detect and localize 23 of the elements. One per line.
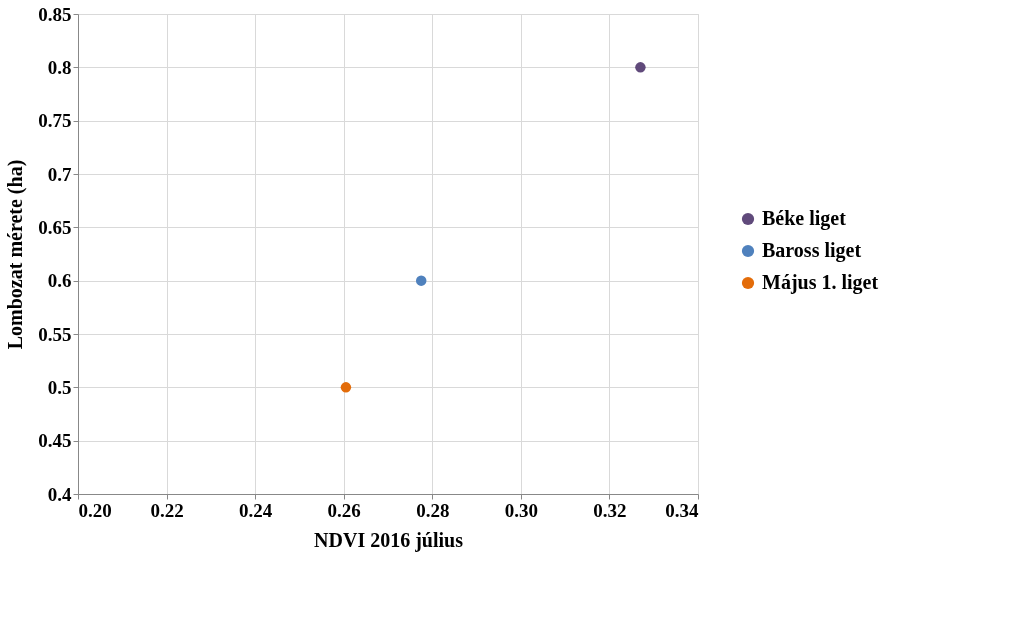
legend-label: Baross liget [762,239,862,262]
y-tick-label: 0.7 [47,163,72,185]
y-tick-label: 0.5 [47,376,72,398]
legend-label: Május 1. liget [762,271,879,294]
y-tick-label: 0.6 [47,270,72,292]
legend-label: Béke liget [762,207,847,230]
x-tick-label: 0.20 [78,499,112,521]
y-axis-title: Lombozat mérete (ha) [4,159,28,350]
x-tick-label: 0.30 [504,499,538,521]
y-tick-label: 0.8 [47,56,72,78]
x-tick-label: 0.34 [665,499,699,521]
y-tick-label: 0.65 [38,216,72,238]
x-tick-label: 0.26 [327,499,361,521]
x-tick-label: 0.22 [150,499,184,521]
x-axis-title: NDVI 2016 július [314,528,464,552]
x-tick-label: 0.24 [239,499,273,521]
y-tick-label: 0.45 [38,430,72,452]
x-tick-label: 0.32 [593,499,627,521]
y-tick-label: 0.4 [47,483,72,505]
y-tick-label: 0.55 [38,323,72,345]
y-tick-label: 0.75 [38,110,72,132]
y-tick-label: 0.85 [38,3,72,25]
x-tick-label: 0.28 [416,499,450,521]
